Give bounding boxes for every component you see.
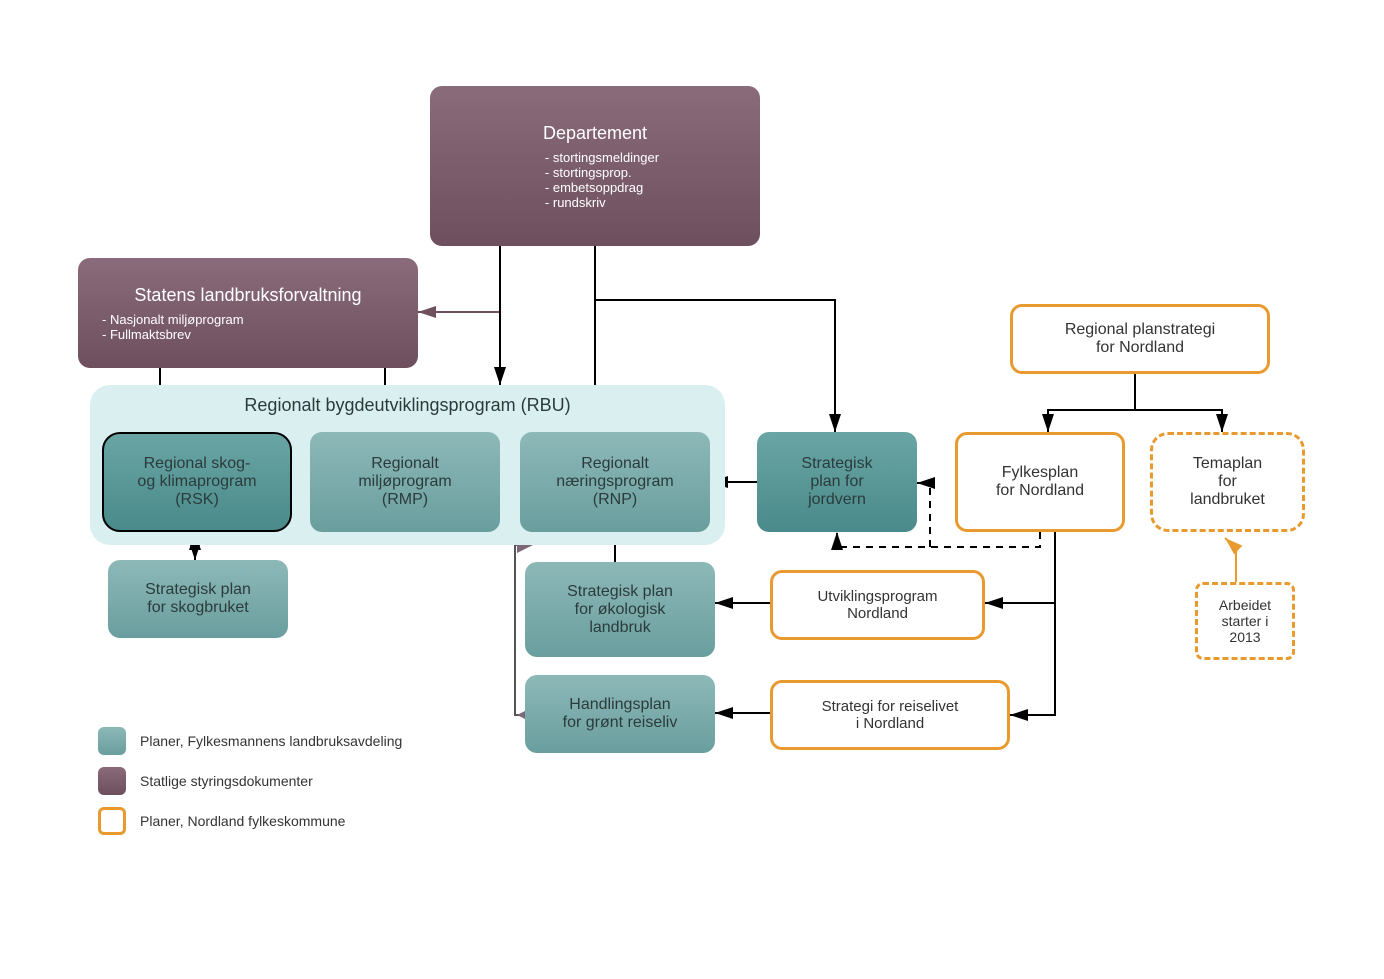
legend-row-2: Statlige styringsdokumenter [98,767,313,795]
node-strategi-reiseliv: Strategi for reiselivet i Nordland [770,680,1010,750]
slf-bullets: Nasjonalt miljøprogram Fullmaktsbrev [88,312,244,342]
legend-label-3: Planer, Nordland fylkeskommune [140,813,345,829]
node-slf: Statens landbruksforvaltning Nasjonalt m… [78,258,418,368]
legend-label-2: Statlige styringsdokumenter [140,773,313,789]
node-rsk: Regional skog- og klimaprogram (RSK) [102,432,292,532]
rbu-title: Regionalt bygdeutviklingsprogram (RBU) [90,385,725,416]
node-planstrategi: Regional planstrategi for Nordland [1010,304,1270,374]
node-jordvern: Strategisk plan for jordvern [757,432,917,532]
legend-swatch-orange [98,807,126,835]
slf-title: Statens landbruksforvaltning [134,285,361,306]
node-reiseliv: Handlingsplan for grønt reiseliv [525,675,715,753]
legend-row-1: Planer, Fylkesmannens landbruksavdeling [98,727,402,755]
node-skogbruk: Strategisk plan for skogbruket [108,560,288,638]
node-rnp: Regionalt næringsprogram (RNP) [520,432,710,532]
legend-swatch-teal [98,727,126,755]
node-arbeidet: Arbeidet starter i 2013 [1195,582,1295,660]
node-rmp: Regionalt miljøprogram (RMP) [310,432,500,532]
node-utvikling: Utviklingsprogram Nordland [770,570,985,640]
departement-bullets: stortingsmeldinger stortingsprop. embets… [531,150,659,210]
node-okologisk: Strategisk plan for økologisk landbruk [525,562,715,657]
legend-swatch-purple [98,767,126,795]
node-temaplan: Temaplan for landbruket [1150,432,1305,532]
node-fylkesplan: Fylkesplan for Nordland [955,432,1125,532]
departement-title: Departement [543,123,647,144]
legend-label-1: Planer, Fylkesmannens landbruksavdeling [140,733,402,749]
node-departement: Departement stortingsmeldinger stortings… [430,86,760,246]
legend-row-3: Planer, Nordland fylkeskommune [98,807,345,835]
